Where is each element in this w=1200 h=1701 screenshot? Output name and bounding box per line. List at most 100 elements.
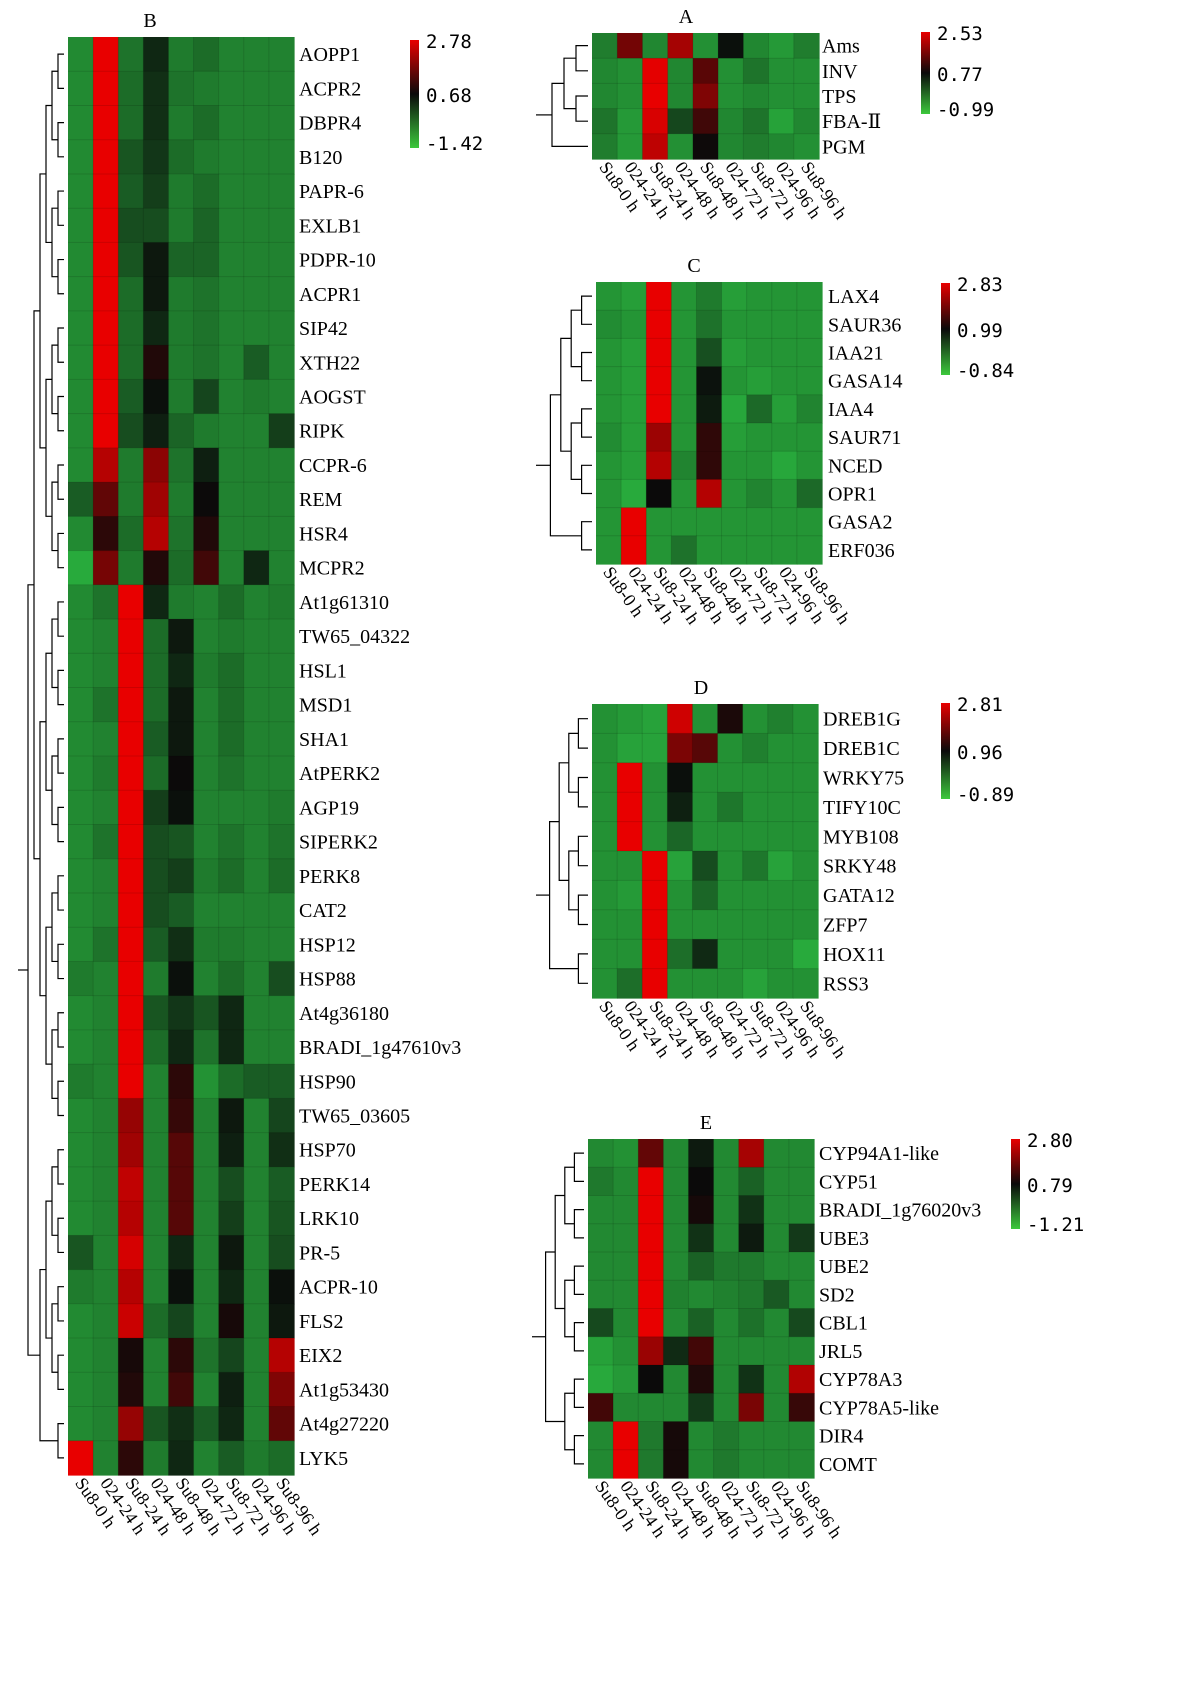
dendrogram-branch (57, 121, 64, 158)
heatmap-cell (717, 968, 744, 999)
heatmap-cell (613, 1223, 639, 1253)
dendrogram-branch (551, 82, 588, 147)
heatmap-cell (268, 1166, 295, 1202)
row-label: ACPR1 (299, 284, 361, 306)
dendrogram-branch (573, 1209, 584, 1239)
heatmap-cell (642, 704, 668, 734)
heatmap-cell (613, 1393, 639, 1423)
row-label: CYP94A1-like (819, 1143, 939, 1165)
heatmap-cell (767, 821, 794, 852)
heatmap-cell (143, 756, 170, 791)
heatmap-cell (621, 394, 647, 424)
heatmap-cell (617, 939, 643, 970)
heatmap-cell (713, 1365, 740, 1394)
heatmap-cell (642, 83, 669, 110)
heatmap-cell (596, 479, 622, 509)
dendrogram-branch (573, 1152, 584, 1182)
heatmap-cell (268, 1440, 295, 1476)
dendrogram-branch (51, 1166, 58, 1236)
heatmap-cell (143, 242, 170, 278)
heatmap-cell (696, 282, 723, 311)
heatmap-cell (592, 851, 618, 881)
heatmap-cell (118, 482, 144, 517)
dendrogram-branch (51, 892, 58, 963)
heatmap-cell (218, 242, 245, 278)
heatmap-cell (763, 1280, 790, 1310)
heatmap-cell (218, 1098, 245, 1134)
heatmap-cell (118, 824, 144, 860)
heatmap-cell (692, 792, 719, 823)
row-label: LRK10 (299, 1208, 359, 1230)
heatmap-cell (143, 1338, 170, 1373)
heatmap-cell (68, 139, 94, 175)
heatmap-cell (118, 208, 144, 244)
heatmap-cell (143, 1132, 170, 1168)
heatmap-cell (68, 1338, 94, 1373)
heatmap-cell (93, 961, 119, 997)
heatmap-cell (143, 139, 170, 175)
heatmap-cell (143, 892, 170, 928)
heatmap-cell (168, 173, 195, 209)
heatmap-cell (243, 310, 270, 346)
color-scale-tick: 2.80 (1027, 1130, 1073, 1152)
heatmap-cell (93, 892, 119, 928)
heatmap-cell (118, 345, 144, 380)
heatmap-cell (667, 968, 694, 999)
heatmap-cell (663, 1167, 690, 1197)
heatmap-cell (168, 1029, 195, 1065)
color-scale-bar (921, 32, 930, 114)
heatmap-cell (663, 1280, 690, 1310)
heatmap-cell (692, 133, 719, 160)
row-label: PR-5 (299, 1242, 340, 1264)
heatmap-cell (792, 968, 819, 999)
heatmap-cell (742, 733, 769, 764)
heatmap-cell (218, 687, 245, 723)
heatmap-cell (243, 1303, 270, 1339)
panel-title: E (700, 1112, 712, 1134)
heatmap-cell (696, 507, 723, 537)
heatmap-cell (193, 858, 220, 894)
heatmap-cell (738, 1280, 765, 1310)
heatmap-cell (218, 824, 245, 860)
heatmap-cell (617, 704, 643, 734)
heatmap-cell (718, 33, 744, 59)
row-label: GASA2 (828, 512, 892, 534)
row-label: CCPR-6 (299, 455, 367, 477)
heatmap-cell (243, 447, 270, 483)
heatmap-cell (168, 858, 195, 894)
color-scale-tick: 0.68 (426, 85, 472, 107)
heatmap-cell (168, 139, 195, 175)
heatmap-cell (592, 83, 618, 110)
heatmap-cell (767, 909, 794, 940)
heatmap-cell (93, 208, 119, 244)
heatmap-cell (721, 310, 748, 339)
heatmap-cell (193, 516, 220, 552)
color-scale-tick: 2.83 (957, 274, 1003, 296)
heatmap-cell (663, 1421, 690, 1451)
heatmap-cell (268, 1029, 295, 1065)
heatmap-cell (721, 338, 748, 368)
heatmap-cell (143, 619, 170, 654)
dendrogram-branch (577, 718, 588, 749)
heatmap-cell (268, 1303, 295, 1339)
heatmap-cell (93, 790, 119, 826)
heatmap-cell (268, 619, 295, 654)
heatmap-cell (268, 345, 295, 380)
heatmap-cell (771, 338, 798, 368)
heatmap-cell (118, 721, 144, 757)
heatmap-cell (718, 58, 744, 84)
heatmap-cell (193, 1064, 220, 1099)
heatmap-cell (771, 310, 798, 339)
heatmap-cell (588, 1421, 614, 1451)
heatmap-cell (243, 721, 270, 757)
row-label: EIX2 (299, 1345, 342, 1367)
row-label: DREB1C (823, 738, 900, 760)
heatmap-cell (646, 535, 672, 565)
heatmap-cell (713, 1167, 740, 1197)
heatmap-cell (168, 1406, 195, 1442)
color-scale-tick: 2.81 (957, 694, 1003, 716)
row-label: SIPERK2 (299, 832, 378, 854)
heatmap-cell (143, 482, 170, 517)
dendrogram-branch (549, 821, 579, 970)
